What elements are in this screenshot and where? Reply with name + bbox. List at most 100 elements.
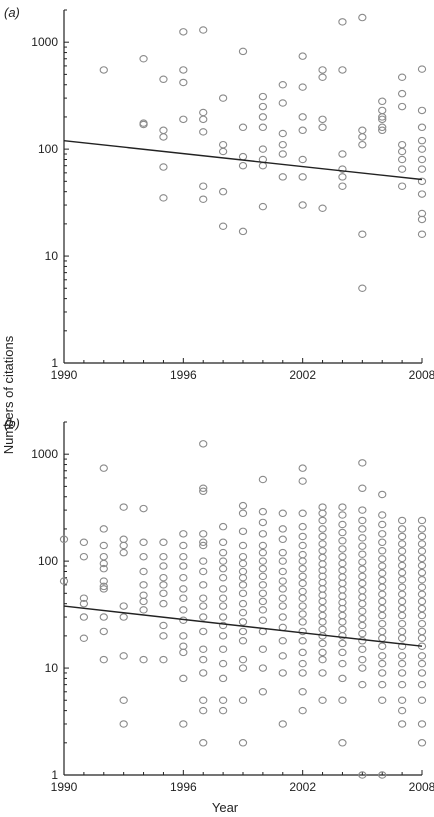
data-point [397, 669, 407, 677]
data-point [417, 145, 427, 153]
data-point [358, 614, 367, 623]
data-point [338, 696, 347, 705]
data-point [397, 532, 407, 541]
data-point [298, 126, 307, 135]
data-point [318, 604, 327, 613]
data-point [338, 659, 347, 668]
data-point [338, 639, 347, 648]
regression-line [63, 605, 423, 647]
data-point [318, 525, 327, 533]
data-point [218, 222, 228, 231]
data-point [298, 594, 307, 602]
data-point [179, 606, 188, 614]
data-point [258, 507, 268, 516]
data-point [338, 165, 347, 173]
data-point [397, 568, 407, 577]
data-point [179, 585, 188, 593]
data-point [238, 655, 248, 664]
data-point [199, 739, 208, 747]
data-point [199, 567, 208, 576]
data-point [79, 538, 89, 547]
data-point [238, 739, 248, 747]
data-point [417, 215, 427, 224]
data-point [159, 632, 168, 640]
data-point [417, 516, 427, 525]
data-point [417, 165, 427, 173]
data-point [139, 567, 148, 576]
data-point [298, 659, 307, 668]
data-point [139, 552, 148, 561]
data-point [378, 680, 387, 689]
data-point [318, 532, 327, 541]
y-tick-label: 1 [51, 356, 58, 370]
data-point [358, 558, 367, 566]
data-point [218, 147, 228, 156]
data-point [378, 97, 387, 106]
data-point [358, 459, 367, 467]
data-point [338, 150, 347, 158]
data-point [258, 645, 268, 653]
data-point [258, 145, 268, 153]
data-point [397, 182, 407, 190]
data-point [378, 126, 387, 135]
data-point [179, 66, 188, 74]
data-point [338, 566, 347, 575]
data-point [119, 613, 128, 621]
data-point [238, 664, 248, 672]
data-point [278, 669, 287, 677]
data-point [199, 487, 208, 496]
data-point [238, 637, 248, 645]
data-point [298, 572, 307, 581]
data-point [397, 583, 407, 591]
data-point [218, 94, 228, 102]
data-point [298, 648, 307, 657]
y-tick-label: 100 [38, 554, 58, 568]
data-point [378, 771, 387, 779]
data-point [238, 573, 248, 582]
data-point [318, 618, 327, 626]
data-point [417, 696, 427, 705]
data-point [358, 506, 367, 514]
data-point [397, 165, 407, 173]
data-point [378, 583, 387, 591]
y-tick-label: 10 [45, 249, 59, 263]
data-point [378, 696, 387, 705]
data-point [119, 652, 128, 660]
data-point [99, 585, 108, 593]
data-point [358, 664, 367, 672]
data-point [378, 538, 387, 547]
data-point [179, 648, 188, 657]
data-point [378, 611, 387, 620]
regression-line [63, 139, 423, 181]
data-point [99, 552, 108, 561]
data-point [378, 652, 387, 660]
data-point [298, 706, 307, 715]
data-point [278, 509, 287, 518]
data-point [358, 284, 367, 293]
data-point [417, 177, 427, 186]
data-point [159, 163, 168, 171]
data-point [378, 634, 387, 643]
data-point [318, 585, 327, 593]
data-point [199, 115, 208, 124]
data-point [338, 674, 347, 683]
data-point [378, 576, 387, 585]
x-tick-label: 2008 [409, 368, 434, 382]
data-point [417, 652, 427, 660]
data-point [218, 548, 228, 557]
data-point [119, 720, 128, 728]
data-point [358, 579, 367, 588]
data-point [417, 659, 427, 668]
data-point [318, 73, 327, 82]
data-point [417, 155, 427, 164]
data-point [179, 573, 188, 582]
data-point [238, 581, 248, 589]
data-point [199, 541, 208, 550]
data-point [417, 669, 427, 677]
data-point [378, 619, 387, 628]
data-point [338, 552, 347, 561]
data-point [358, 572, 367, 581]
data-point [159, 599, 168, 608]
data-point [238, 618, 248, 626]
data-point [358, 550, 367, 558]
